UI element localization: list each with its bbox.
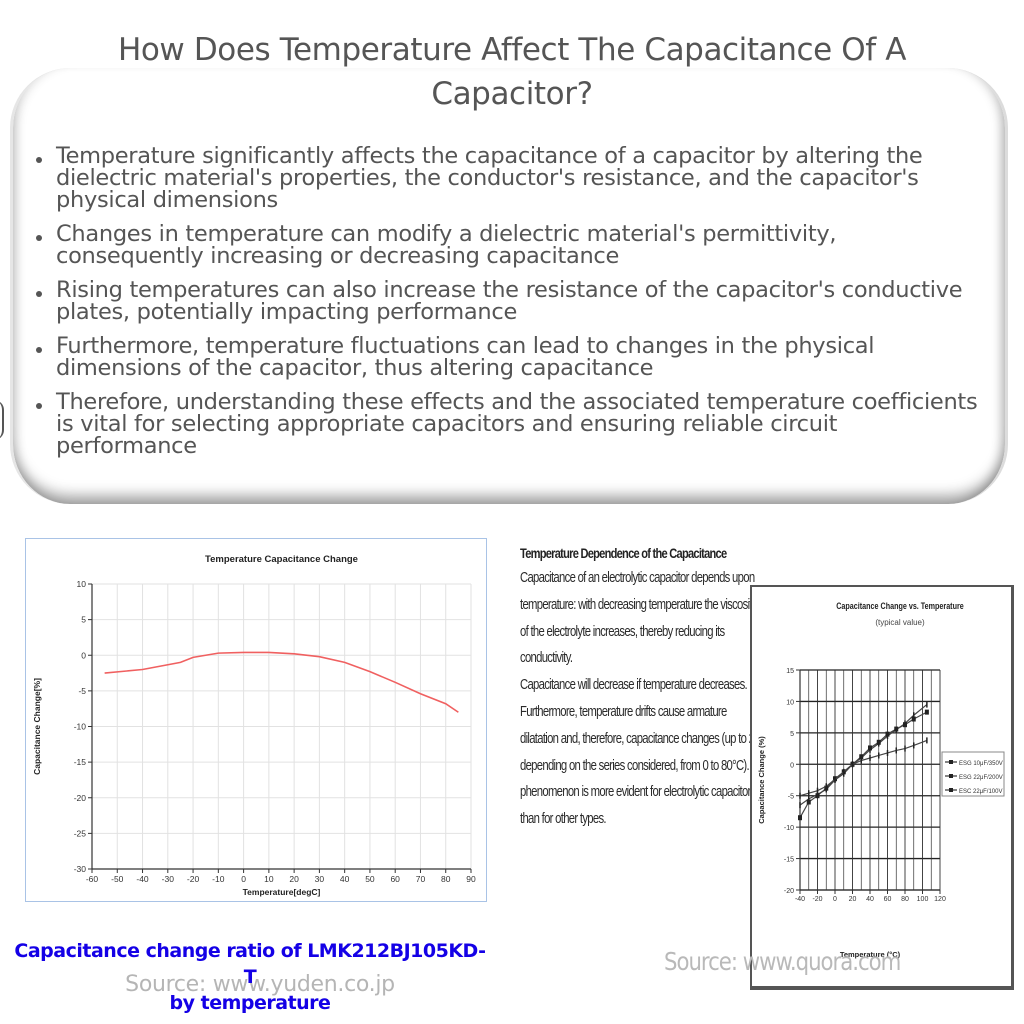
y-tick-label: -5 xyxy=(78,686,86,696)
y-tick-label: -10 xyxy=(784,825,794,832)
source-watermark-left: Source: www.yuden.co.jp xyxy=(125,972,395,997)
x-tick-label: 50 xyxy=(365,874,375,884)
y-tick-label: -20 xyxy=(74,793,87,803)
x-tick-label: 10 xyxy=(264,874,274,884)
x-tick-label: 60 xyxy=(390,874,400,884)
x-tick-label: 120 xyxy=(934,896,946,903)
x-tick-label: -10 xyxy=(212,874,225,884)
x-tick-label: 60 xyxy=(884,896,892,903)
text-line: phenomenon is more evident for electroly… xyxy=(520,784,756,801)
x-tick-label: 100 xyxy=(917,896,929,903)
bullet-item: Changes in temperature can modify a diel… xyxy=(34,223,984,267)
y-tick-label: 5 xyxy=(81,615,86,625)
y-tick-label: 0 xyxy=(81,650,86,660)
x-tick-label: -20 xyxy=(187,874,200,884)
x-tick-label: -20 xyxy=(812,896,822,903)
x-tick-label: 20 xyxy=(289,874,299,884)
bullet-item: Temperature significantly affects the ca… xyxy=(34,145,984,211)
y-axis-label: Capacitance Change[%] xyxy=(32,678,42,775)
caption-line-1: Capacitance change ratio of LMK212BJ105K… xyxy=(14,940,486,988)
chart-legend: ESG 10μF/350V ESG 22μF/200V ESC 22μF/100V xyxy=(941,751,1005,797)
page-title: How Does Temperature Affect The Capacita… xyxy=(117,32,907,112)
x-tick-label: -40 xyxy=(795,896,805,903)
source-watermark-right: Source: www.quora.com xyxy=(664,947,901,976)
decorative-edge xyxy=(0,400,4,440)
legend-entry: ESG 22μF/200V xyxy=(959,775,1003,781)
temperature-dependence-text: Temperature Dependence of the Capacitanc… xyxy=(520,543,770,833)
chart-body: Capacitance Change vs. Temperature (typic… xyxy=(757,601,1005,959)
x-tick-label: 80 xyxy=(901,896,909,903)
line-chart-right: Capacitance Change vs. Temperature (typic… xyxy=(757,601,1005,959)
x-tick-label: 80 xyxy=(441,874,451,884)
y-tick-label: -5 xyxy=(788,794,794,801)
figure-caption-left: Capacitance change ratio of LMK212BJ105K… xyxy=(10,938,490,1016)
y-axis-label: Capacitance Change (%) xyxy=(757,736,766,824)
x-tick-label: 90 xyxy=(466,874,476,884)
x-tick-label: 70 xyxy=(416,874,426,884)
line-chart-left: Temperature Capacitance Change-60 -50 -40-… xyxy=(32,554,476,897)
legend-entry: ESC 22μF/100V xyxy=(959,789,1002,795)
y-tick-label: -25 xyxy=(74,828,87,838)
text-line: of the electrolyte increases, thereby re… xyxy=(520,623,725,640)
y-tick-label: -15 xyxy=(784,857,794,864)
text-line: dilatation and, therefore, capacitance c… xyxy=(520,730,770,747)
text-line: than for other types. xyxy=(520,811,607,828)
x-tick-label: 40 xyxy=(340,874,350,884)
bullet-list: Temperature significantly affects the ca… xyxy=(34,145,984,497)
x-tick-label: -60 xyxy=(86,874,99,884)
capacitance-vs-temperature-chart: Capacitance Change vs. Temperature (typic… xyxy=(750,585,1014,990)
section-heading: Temperature Dependence of the Capacitanc… xyxy=(520,546,727,561)
y-tick-label: 15 xyxy=(786,668,794,675)
y-tick-label: 0 xyxy=(790,762,794,769)
x-tick-label: -40 xyxy=(136,874,149,884)
legend-entry: ESG 10μF/350V xyxy=(959,761,1003,767)
x-tick-label: 40 xyxy=(866,896,874,903)
x-tick-label: 30 xyxy=(315,874,325,884)
x-tick-label: 0 xyxy=(833,896,837,903)
x-axis-label: Temperature (°C) xyxy=(840,950,901,959)
bullet-item: Furthermore, temperature fluctuations ca… xyxy=(34,335,984,379)
y-tick-label: -10 xyxy=(74,722,87,732)
y-tick-label: 5 xyxy=(790,731,794,738)
chart-body: Temperature Capacitance Change-60 -50 -40-… xyxy=(32,554,476,897)
bullet-item: Rising temperatures can also increase th… xyxy=(34,279,984,323)
y-tick-label: -30 xyxy=(74,864,87,874)
temperature-capacitance-chart: Temperature Capacitance Change -60 -50 -40-… xyxy=(25,538,487,902)
y-tick-label: 10 xyxy=(77,579,87,589)
y-tick-label: -15 xyxy=(74,757,87,767)
text-line: Capacitance will decrease if temperature… xyxy=(520,677,748,694)
y-tick-label: 10 xyxy=(786,699,794,706)
chart-title: Temperature Capacitance Change xyxy=(205,554,358,565)
series-line xyxy=(104,651,459,713)
text-line: conductivity. xyxy=(520,650,573,667)
series-line xyxy=(799,739,928,797)
text-line: depending on the series considered, from… xyxy=(520,757,770,774)
caption-line-2: by temperature xyxy=(169,992,331,1014)
x-tick-label: 20 xyxy=(849,896,857,903)
x-tick-label: -30 xyxy=(162,874,175,884)
x-axis-label: Temperature[degC] xyxy=(243,887,321,897)
text-line: temperature: with decreasing temperature… xyxy=(520,596,758,613)
y-tick-label: -20 xyxy=(784,888,794,895)
x-tick-label: -50 xyxy=(111,874,124,884)
chart-title: Capacitance Change vs. Temperature xyxy=(836,601,964,611)
text-line: Furthermore, temperature drifts cause ar… xyxy=(520,703,727,720)
bullet-item: Therefore, understanding these effects a… xyxy=(34,391,984,457)
text-line: Capacitance of an electrolytic capacitor… xyxy=(520,570,755,586)
x-tick-label: 0 xyxy=(241,874,246,884)
chart-subtitle: (typical value) xyxy=(875,618,925,627)
